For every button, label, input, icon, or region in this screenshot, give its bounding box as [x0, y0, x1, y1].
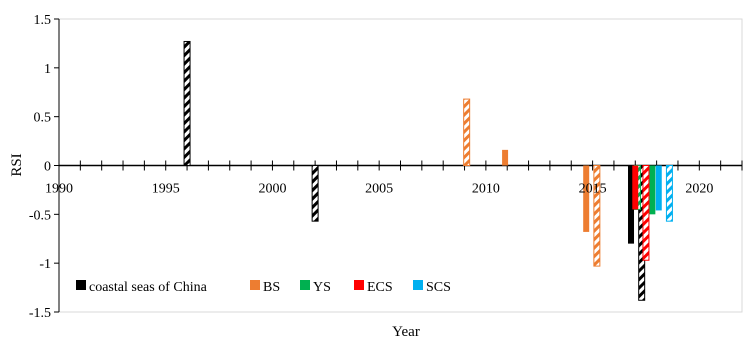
y-tick-label: -1.5	[29, 306, 51, 321]
y-tick-label: 1.5	[34, 13, 52, 28]
legend-swatch	[250, 280, 260, 290]
legend-swatch	[300, 280, 310, 290]
bar-bs	[583, 165, 590, 232]
legend-swatch	[354, 280, 364, 290]
bar-bs	[463, 98, 471, 166]
x-tick-label: 2020	[685, 182, 713, 197]
legend-label: ECS	[367, 280, 393, 295]
legend-label: YS	[313, 280, 331, 295]
bar-coastal-seas-of-china	[311, 165, 319, 222]
tick-labels: -1.5 -1 -0.5 0 0.5 1 1.5 1990 1995 2000 2005 2010 20…	[29, 13, 713, 321]
x-tick-label: 1990	[45, 182, 73, 197]
bar-ys	[649, 165, 656, 215]
y-axis-title: RSI	[9, 153, 25, 176]
bar-ecs	[642, 165, 650, 261]
legend-label: SCS	[426, 280, 451, 295]
x-tick-label: 2010	[472, 182, 500, 197]
x-tick-label: 1995	[152, 182, 180, 197]
legend-swatch	[76, 280, 86, 290]
bar-scs	[665, 165, 673, 222]
legend-swatch	[413, 280, 423, 290]
y-tick-label: -0.5	[29, 208, 51, 223]
y-tick-label: 0.5	[34, 111, 52, 126]
legend-label: BS	[263, 280, 280, 295]
x-axis-title: Year	[392, 324, 420, 340]
bar-bs	[593, 165, 601, 267]
bar-coastal-seas-of-china	[183, 40, 191, 166]
bar-coastal-seas-of-china	[628, 165, 635, 244]
x-tick-label: 2005	[365, 182, 393, 197]
x-tick-label: 2000	[258, 182, 286, 197]
bar-scs	[655, 165, 662, 211]
x-tick-label: 2015	[579, 182, 607, 197]
legend-label: coastal seas of China	[89, 280, 208, 295]
bar-ecs	[632, 165, 639, 210]
y-tick-label: 0	[44, 160, 51, 175]
legend: coastal seas of China BS YS ECS SCS	[76, 280, 451, 295]
y-tick-label: -1	[39, 257, 51, 272]
bars	[183, 40, 673, 301]
y-tick-label: 1	[44, 62, 51, 77]
bar-bs	[502, 149, 509, 166]
